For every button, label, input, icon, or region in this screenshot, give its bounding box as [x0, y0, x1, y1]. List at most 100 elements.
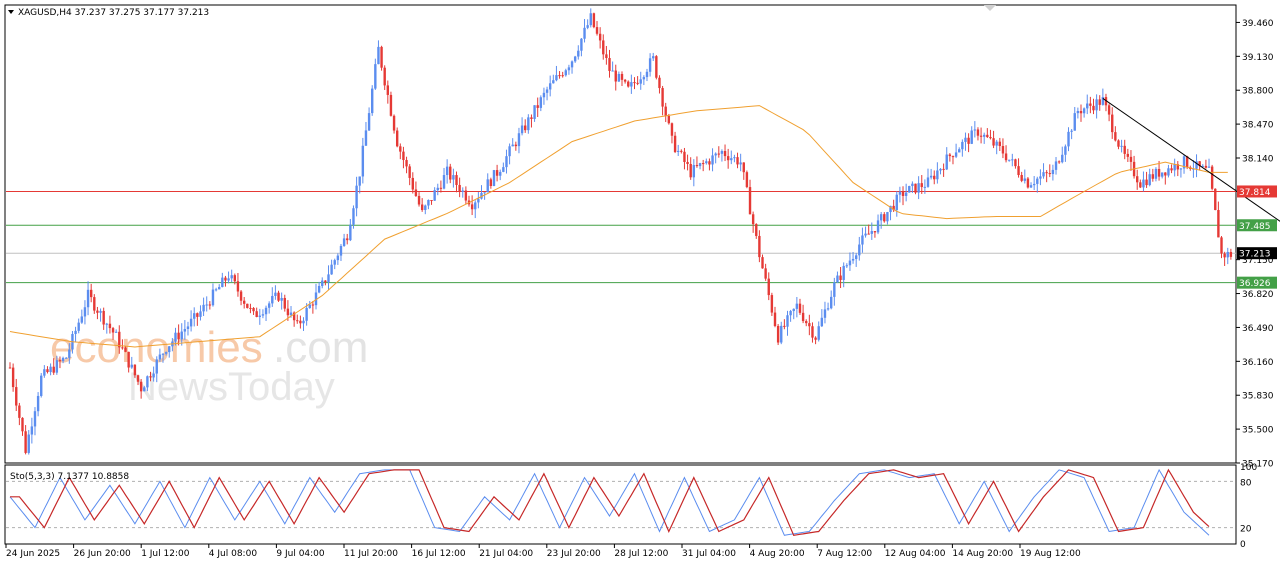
candle-body	[218, 287, 221, 290]
candle-body	[271, 295, 274, 304]
candle-body	[1054, 161, 1058, 170]
candle-body	[770, 295, 774, 313]
candle-body	[155, 359, 158, 374]
x-tick-label-5: 11 Jul 20:00	[344, 549, 398, 559]
candle-body	[983, 134, 986, 137]
candle-body	[108, 323, 112, 329]
candle-body	[892, 205, 895, 211]
candle-body	[274, 292, 277, 296]
candle-body	[499, 171, 502, 176]
candle-body	[1210, 166, 1214, 189]
candle-body	[233, 275, 237, 282]
candle-body	[118, 331, 121, 348]
candle-body	[502, 167, 505, 172]
candle-body	[317, 285, 321, 293]
candle-body	[823, 309, 827, 318]
candle-body	[374, 64, 377, 89]
candle-body	[24, 431, 27, 453]
candle-body	[642, 77, 646, 80]
candle-body	[617, 73, 621, 82]
main-panel-frame	[4, 4, 1237, 464]
candle-body	[89, 289, 93, 298]
candle-body	[539, 97, 543, 108]
candle-body	[561, 75, 564, 77]
candle-body	[342, 238, 346, 246]
candle-body	[995, 141, 998, 146]
candle-body	[121, 347, 124, 349]
candle-body	[436, 187, 439, 191]
chevron-down-icon[interactable]	[8, 10, 14, 14]
level-tag-3	[1237, 276, 1277, 289]
candle-body	[21, 417, 24, 432]
candle-body	[193, 313, 196, 319]
candle-body	[939, 168, 942, 171]
candle-body	[386, 85, 390, 95]
candle-body	[1076, 111, 1080, 114]
candle-body	[136, 375, 140, 382]
trendline[interactable]	[1102, 98, 1280, 258]
candle-body	[252, 308, 255, 312]
candle-body	[795, 303, 799, 309]
candle-body	[27, 434, 30, 453]
candle-body	[36, 395, 40, 412]
candle-body	[920, 183, 923, 188]
candle-body	[111, 328, 115, 333]
candle-body	[801, 312, 805, 322]
candle-body	[717, 153, 720, 155]
candle-body	[986, 134, 989, 138]
candle-body	[598, 33, 602, 41]
candle-body	[876, 220, 880, 233]
candle-body	[989, 137, 992, 139]
candle-body	[61, 357, 65, 362]
candle-body	[1051, 169, 1055, 175]
candle-body	[945, 154, 948, 170]
candle-body	[592, 13, 596, 28]
y-tick-label-13: 35.830	[1242, 392, 1274, 402]
level-tag-2	[1237, 247, 1277, 260]
y-tick-label-8: 37.150	[1242, 256, 1274, 266]
candle-body	[214, 289, 218, 291]
candle-body	[96, 310, 99, 313]
candle-body	[236, 281, 240, 292]
candle-body	[1101, 97, 1105, 105]
candle-body	[814, 337, 817, 340]
candle-body	[1048, 173, 1051, 175]
candle-body	[711, 155, 714, 165]
candle-body	[764, 268, 767, 279]
candle-body	[742, 162, 745, 173]
candle-body	[439, 187, 443, 189]
candle-body	[680, 150, 683, 152]
candle-body	[1036, 178, 1039, 184]
candle-body	[55, 360, 59, 373]
candle-body	[492, 170, 496, 187]
candle-body	[180, 331, 183, 340]
candle-body	[146, 376, 149, 388]
stochastic-panel-frame	[4, 464, 1237, 545]
candle-body	[355, 185, 358, 209]
candle-body	[602, 40, 605, 55]
candle-body	[683, 151, 686, 162]
candle-body	[1067, 131, 1070, 147]
candle-body	[745, 172, 749, 188]
candle-body	[1020, 175, 1023, 181]
candle-body	[264, 307, 268, 315]
x-tick-label-11: 4 Aug 20:00	[750, 549, 805, 559]
candle-body	[589, 13, 592, 26]
x-tick-label-4: 9 Jul 04:00	[276, 549, 325, 559]
candle-body	[1070, 130, 1073, 132]
candle-body	[904, 192, 908, 196]
candle-body	[1061, 154, 1064, 163]
chart-title: XAGUSD,H4 37.237 37.275 37.177 37.213	[18, 8, 209, 18]
candle-body	[1160, 172, 1164, 177]
candle-body	[933, 175, 936, 180]
candle-body	[636, 82, 639, 84]
scroll-marker-icon[interactable]	[984, 5, 996, 11]
candle-body	[692, 165, 696, 178]
stochastic-signal-line	[10, 468, 1210, 536]
candle-body	[1167, 168, 1170, 176]
candle-body	[530, 117, 533, 119]
candle-body	[1142, 179, 1145, 188]
candle-body	[430, 200, 433, 202]
candle-body	[714, 153, 717, 156]
